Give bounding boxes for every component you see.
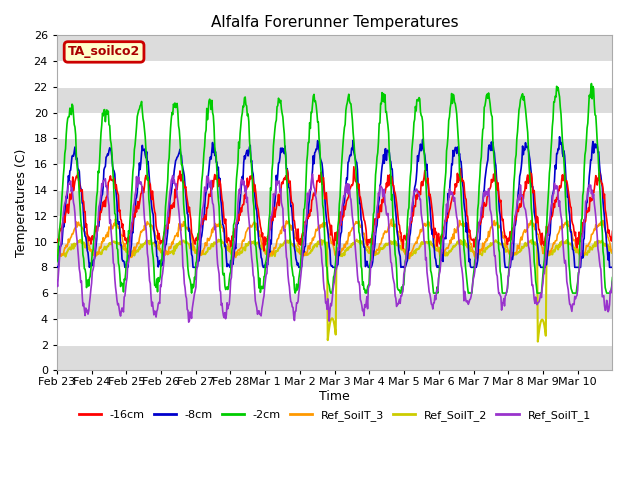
Title: Alfalfa Forerunner Temperatures: Alfalfa Forerunner Temperatures [211,15,458,30]
Bar [57,138,612,164]
Bar [57,293,612,319]
Bar [57,87,612,113]
Bar [57,345,612,371]
Bar [57,36,612,61]
X-axis label: Time: Time [319,390,350,403]
Bar [57,190,612,216]
Y-axis label: Temperatures (C): Temperatures (C) [15,149,28,257]
Bar [57,241,612,267]
Text: TA_soilco2: TA_soilco2 [68,46,140,59]
Legend: -16cm, -8cm, -2cm, Ref_SoilT_3, Ref_SoilT_2, Ref_SoilT_1: -16cm, -8cm, -2cm, Ref_SoilT_3, Ref_Soil… [74,406,595,425]
